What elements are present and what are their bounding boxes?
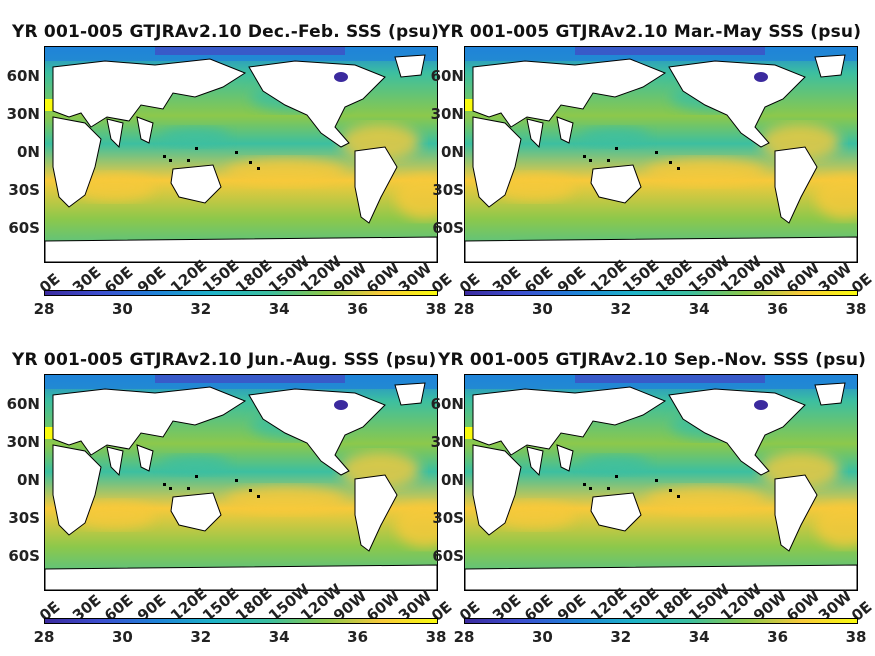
colorbar: [464, 290, 858, 296]
lat-tick-label: 60N: [6, 395, 40, 413]
panel-jja: YR 001-005 GTJRAv2.10 Jun.-Aug. SSS (psu…: [0, 328, 456, 656]
colorbar-tick-label: 30: [531, 628, 553, 646]
colorbar-tick-label: 38: [425, 300, 447, 318]
panel-title: YR 001-005 GTJRAv2.10 Jun.-Aug. SSS (psu…: [12, 350, 437, 370]
salinity-map: [464, 374, 858, 591]
lat-tick-label: 60N: [430, 395, 464, 413]
colorbar-tick-label: 32: [610, 628, 632, 646]
colorbar-tick-label: 38: [425, 628, 447, 646]
lat-tick-label: 0N: [17, 143, 40, 161]
lat-tick-label: 0N: [441, 143, 464, 161]
colorbar-tick-label: 28: [33, 628, 55, 646]
colorbar-tick-label: 34: [688, 300, 710, 318]
colorbar-tick-label: 36: [767, 300, 789, 318]
lat-tick-label: 30S: [432, 509, 464, 527]
lat-tick-label: 30N: [430, 433, 464, 451]
panel-mam: YR 001-005 GTJRAv2.10 Mar.-May SSS (psu)…: [420, 0, 875, 328]
colorbar-tick-label: 38: [845, 300, 867, 318]
colorbar-tick-label: 30: [531, 300, 553, 318]
lat-tick-label: 30N: [6, 433, 40, 451]
lat-tick-label: 0N: [441, 471, 464, 489]
lat-tick-label: 30S: [8, 509, 40, 527]
colorbar-tick-label: 34: [268, 300, 290, 318]
panel-son: YR 001-005 GTJRAv2.10 Sep.-Nov. SSS (psu…: [420, 328, 875, 656]
lat-tick-label: 60N: [6, 67, 40, 85]
colorbar-tick-label: 36: [347, 628, 369, 646]
lat-tick-label: 30S: [432, 181, 464, 199]
lat-tick-label: 30S: [8, 181, 40, 199]
colorbar: [44, 618, 438, 624]
colorbar: [44, 290, 438, 296]
lat-tick-label: 30N: [6, 105, 40, 123]
panel-title: YR 001-005 GTJRAv2.10 Sep.-Nov. SSS (psu…: [438, 350, 867, 370]
colorbar-tick-label: 32: [610, 300, 632, 318]
colorbar-tick-label: 32: [190, 300, 212, 318]
salinity-map: [44, 374, 438, 591]
panel-djf: YR 001-005 GTJRAv2.10 Dec.-Feb. SSS (psu…: [0, 0, 456, 328]
colorbar-tick-label: 32: [190, 628, 212, 646]
panel-title: YR 001-005 GTJRAv2.10 Dec.-Feb. SSS (psu…: [12, 22, 439, 42]
lat-tick-label: 60S: [8, 547, 40, 565]
lat-tick-label: 60S: [432, 219, 464, 237]
lat-tick-label: 30N: [430, 105, 464, 123]
colorbar-tick-label: 34: [268, 628, 290, 646]
colorbar: [464, 618, 858, 624]
lat-tick-label: 60S: [432, 547, 464, 565]
colorbar-tick-label: 28: [33, 300, 55, 318]
lat-tick-label: 0N: [17, 471, 40, 489]
colorbar-tick-label: 34: [688, 628, 710, 646]
colorbar-tick-label: 36: [767, 628, 789, 646]
colorbar-tick-label: 28: [453, 300, 475, 318]
panel-title: YR 001-005 GTJRAv2.10 Mar.-May SSS (psu): [438, 22, 862, 42]
colorbar-tick-label: 38: [845, 628, 867, 646]
lat-tick-label: 60N: [430, 67, 464, 85]
salinity-map: [44, 46, 438, 263]
colorbar-tick-label: 36: [347, 300, 369, 318]
colorbar-tick-label: 28: [453, 628, 475, 646]
colorbar-tick-label: 30: [111, 628, 133, 646]
colorbar-tick-label: 30: [111, 300, 133, 318]
salinity-map: [464, 46, 858, 263]
lat-tick-label: 60S: [8, 219, 40, 237]
